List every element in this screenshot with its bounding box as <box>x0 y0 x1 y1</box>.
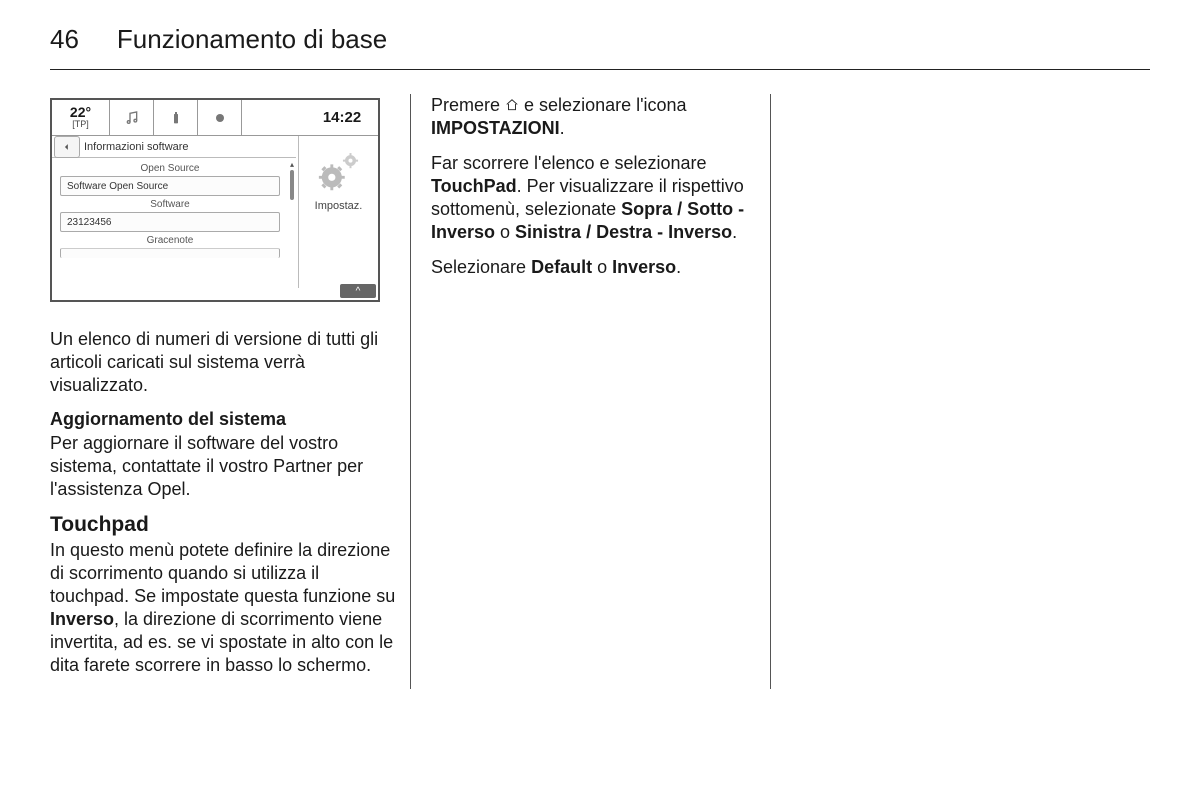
paragraph: Selezionare Default o Inverso. <box>431 256 756 279</box>
shot-temperature: 22° [TP] <box>52 100 110 135</box>
header-rule <box>50 69 1150 70</box>
shot-screen-title: Informazioni software <box>84 141 189 153</box>
bold-term: Default <box>531 257 592 277</box>
content-columns: 22° [TP] <box>50 94 1150 689</box>
shot-body: Informazioni software Open Source Softwa… <box>52 136 378 288</box>
text-run: . <box>732 222 737 242</box>
section-heading: Aggiornamento del sistema <box>50 409 396 430</box>
shot-field: 23123456 <box>60 212 280 232</box>
shot-field: Software Open Source <box>60 176 280 196</box>
infotainment-screenshot: 22° [TP] <box>50 98 380 302</box>
shot-status-bar: 22° [TP] <box>52 100 378 136</box>
page-number: 46 <box>50 24 79 55</box>
bold-term: TouchPad <box>431 176 517 196</box>
shot-side-label: Impostaz. <box>315 200 363 212</box>
paragraph: Premere e selezionare l'icona IMPOSTAZIO… <box>431 94 756 140</box>
column-1: 22° [TP] <box>50 94 410 689</box>
text-run: o <box>592 257 612 277</box>
text-run: Selezionare <box>431 257 531 277</box>
bold-term: Sinistra / Destra - Inverso <box>515 222 732 242</box>
page-header: 46 Funzionamento di base <box>50 24 1150 69</box>
shot-side-panel: Impostaz. <box>298 136 378 288</box>
manual-page: 46 Funzionamento di base 22° [TP] <box>0 0 1200 802</box>
shot-scrollbar: ▴ <box>288 160 296 272</box>
text-run: . <box>560 118 565 138</box>
subsection-heading: Touchpad <box>50 513 396 537</box>
shot-group-label: Open Source <box>60 163 280 174</box>
text-run: e selezionare l'icona <box>519 95 687 115</box>
paragraph: In questo menù potete definire la di­rez… <box>50 539 396 677</box>
paragraph: Per aggiornare il software del vostro si… <box>50 432 396 501</box>
column-3 <box>770 94 1130 689</box>
record-icon <box>198 100 242 135</box>
bold-term: Inverso <box>50 609 114 629</box>
bold-term: IMPOSTAZIONI <box>431 118 560 138</box>
shot-temp-value: 22° <box>70 105 91 120</box>
text-run: In questo menù potete definire la di­rez… <box>50 540 395 606</box>
shot-field-partial <box>60 248 280 258</box>
home-icon <box>505 95 519 109</box>
shot-main-panel: Informazioni software Open Source Softwa… <box>52 136 298 288</box>
shot-title-bar: Informazioni software <box>52 136 296 158</box>
shot-clock: 14:22 <box>306 100 378 135</box>
text-run: Far scorrere l'elenco e selezionare <box>431 153 707 173</box>
scroll-thumb <box>290 170 294 200</box>
shot-tp-label: [TP] <box>72 120 89 130</box>
text-run: . <box>676 257 681 277</box>
shot-top-icons <box>110 100 306 135</box>
paragraph: Un elenco di numeri di versione di tutti… <box>50 328 396 397</box>
chevron-up-icon: ▴ <box>288 160 296 168</box>
page-title: Funzionamento di base <box>117 24 387 55</box>
battery-icon <box>154 100 198 135</box>
shot-list: Open Source Software Open Source Softwar… <box>52 158 296 258</box>
paragraph: Far scorrere l'elenco e selezionare Touc… <box>431 152 756 244</box>
text-run: o <box>495 222 515 242</box>
gears-icon <box>316 152 362 194</box>
chevron-up-tab-icon: ^ <box>340 284 376 298</box>
bold-term: Inverso <box>612 257 676 277</box>
shot-group-label: Gracenote <box>60 235 280 246</box>
music-icon <box>110 100 154 135</box>
text-run: Premere <box>431 95 505 115</box>
back-icon <box>54 136 80 158</box>
shot-group-label: Software <box>60 199 280 210</box>
column-2: Premere e selezionare l'icona IMPOSTAZIO… <box>410 94 770 689</box>
